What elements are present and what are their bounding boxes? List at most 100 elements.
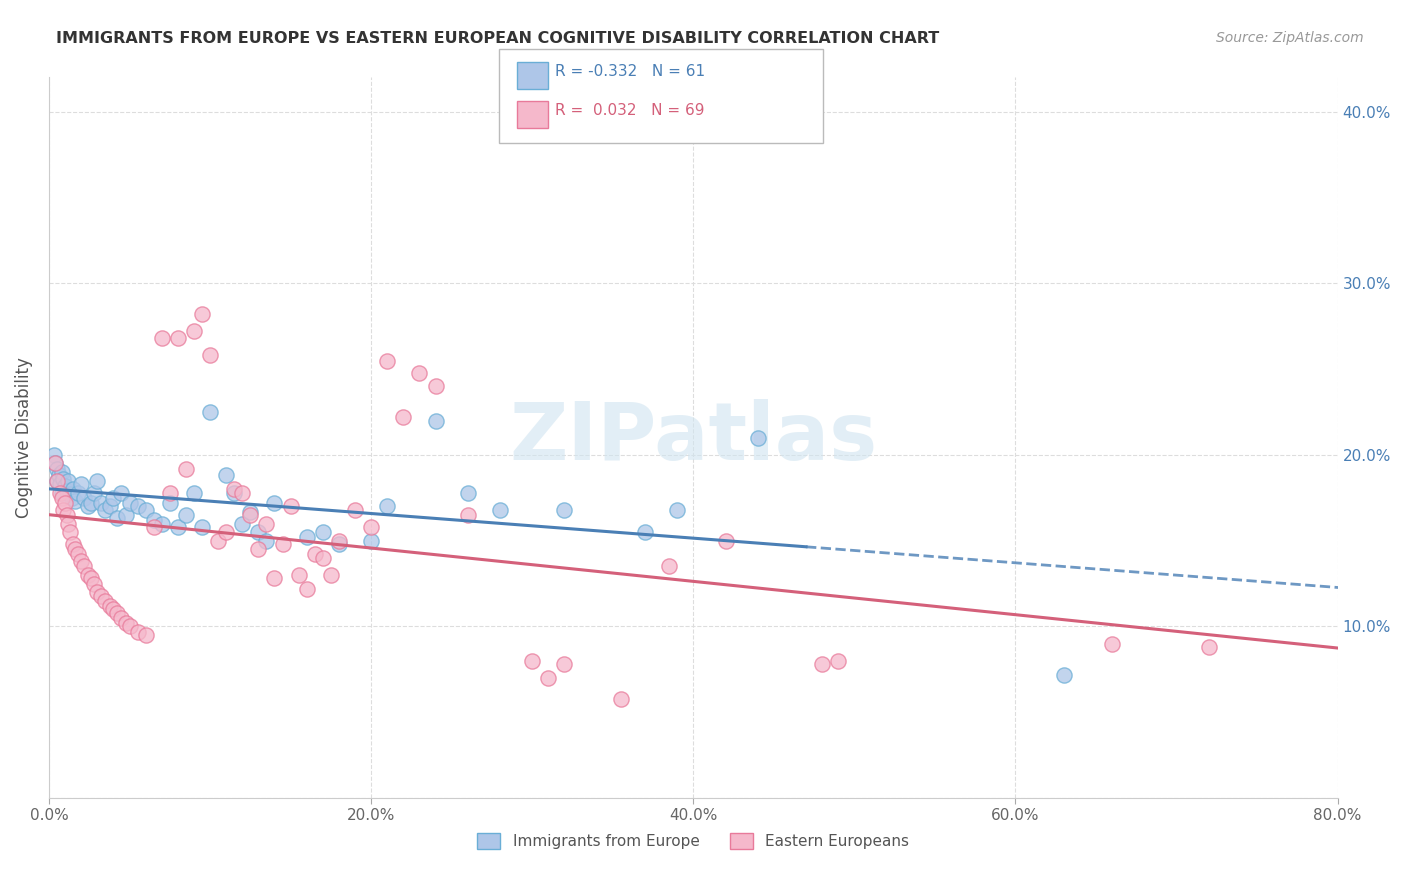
Point xyxy=(1053,667,1076,681)
Point xyxy=(55,508,77,522)
Point xyxy=(94,503,117,517)
Text: R = -0.332   N = 61: R = -0.332 N = 61 xyxy=(555,64,706,79)
Point xyxy=(295,530,318,544)
Point xyxy=(714,533,737,548)
Point xyxy=(1101,637,1123,651)
Point xyxy=(827,654,849,668)
Point xyxy=(127,500,149,514)
Point xyxy=(239,504,262,518)
Point xyxy=(70,554,93,568)
Point xyxy=(198,348,221,362)
Point xyxy=(103,602,125,616)
Point xyxy=(115,508,138,522)
Point xyxy=(489,503,512,517)
Point xyxy=(44,457,66,471)
Point xyxy=(73,491,96,505)
Point xyxy=(142,513,165,527)
Point xyxy=(44,457,66,471)
Point xyxy=(110,611,132,625)
Point xyxy=(319,568,342,582)
Point xyxy=(254,516,277,531)
Point xyxy=(115,615,138,630)
Point xyxy=(360,533,382,548)
Point xyxy=(328,533,350,548)
Point xyxy=(127,624,149,639)
Y-axis label: Cognitive Disability: Cognitive Disability xyxy=(15,358,32,518)
Point xyxy=(86,474,108,488)
Point xyxy=(53,496,76,510)
Point xyxy=(52,472,75,486)
Point xyxy=(42,448,65,462)
Point xyxy=(51,491,73,505)
Point xyxy=(375,353,398,368)
Point xyxy=(553,657,575,672)
Point xyxy=(49,477,72,491)
Point xyxy=(658,559,681,574)
Text: IMMIGRANTS FROM EUROPE VS EASTERN EUROPEAN COGNITIVE DISABILITY CORRELATION CHAR: IMMIGRANTS FROM EUROPE VS EASTERN EUROPE… xyxy=(56,31,939,46)
Point xyxy=(58,516,80,531)
Point xyxy=(215,468,238,483)
Point xyxy=(811,657,834,672)
Point xyxy=(207,533,229,548)
Point xyxy=(51,465,73,479)
Point xyxy=(191,307,214,321)
Point xyxy=(83,576,105,591)
Point xyxy=(457,508,479,522)
Point xyxy=(263,571,285,585)
Point xyxy=(666,503,689,517)
Point xyxy=(89,589,111,603)
Point xyxy=(62,482,84,496)
Point xyxy=(263,496,285,510)
Point xyxy=(280,500,302,514)
Point xyxy=(166,520,188,534)
Point xyxy=(392,410,415,425)
Point xyxy=(304,548,326,562)
Point xyxy=(610,691,633,706)
Point xyxy=(537,671,560,685)
Point xyxy=(150,331,173,345)
Point xyxy=(73,559,96,574)
Text: Source: ZipAtlas.com: Source: ZipAtlas.com xyxy=(1216,31,1364,45)
Point xyxy=(46,474,69,488)
Point xyxy=(183,324,205,338)
Point xyxy=(46,474,69,488)
Point xyxy=(105,606,128,620)
Point xyxy=(457,485,479,500)
Point xyxy=(254,533,277,548)
Point xyxy=(110,485,132,500)
Point xyxy=(375,500,398,514)
Point xyxy=(522,654,544,668)
Point xyxy=(174,461,197,475)
Point xyxy=(287,568,309,582)
Point xyxy=(135,628,157,642)
Point xyxy=(53,479,76,493)
Point xyxy=(247,542,270,557)
Legend: Immigrants from Europe, Eastern Europeans: Immigrants from Europe, Eastern European… xyxy=(471,827,915,855)
Point xyxy=(328,537,350,551)
Point xyxy=(215,525,238,540)
Point xyxy=(135,503,157,517)
Point xyxy=(83,485,105,500)
Point xyxy=(224,485,246,500)
Point xyxy=(1198,640,1220,654)
Point xyxy=(312,550,335,565)
Point xyxy=(62,537,84,551)
Point xyxy=(634,525,657,540)
Point xyxy=(86,585,108,599)
Point xyxy=(80,571,103,585)
Point xyxy=(159,496,181,510)
Point xyxy=(198,405,221,419)
Point xyxy=(51,485,73,500)
Point xyxy=(48,468,70,483)
Point xyxy=(231,485,253,500)
Point xyxy=(118,619,141,633)
Point xyxy=(425,414,447,428)
Point xyxy=(98,500,121,514)
Point xyxy=(58,474,80,488)
Point xyxy=(344,503,367,517)
Point xyxy=(247,525,270,540)
Point xyxy=(63,542,86,557)
Point xyxy=(70,477,93,491)
Point xyxy=(747,431,769,445)
Point xyxy=(159,485,181,500)
